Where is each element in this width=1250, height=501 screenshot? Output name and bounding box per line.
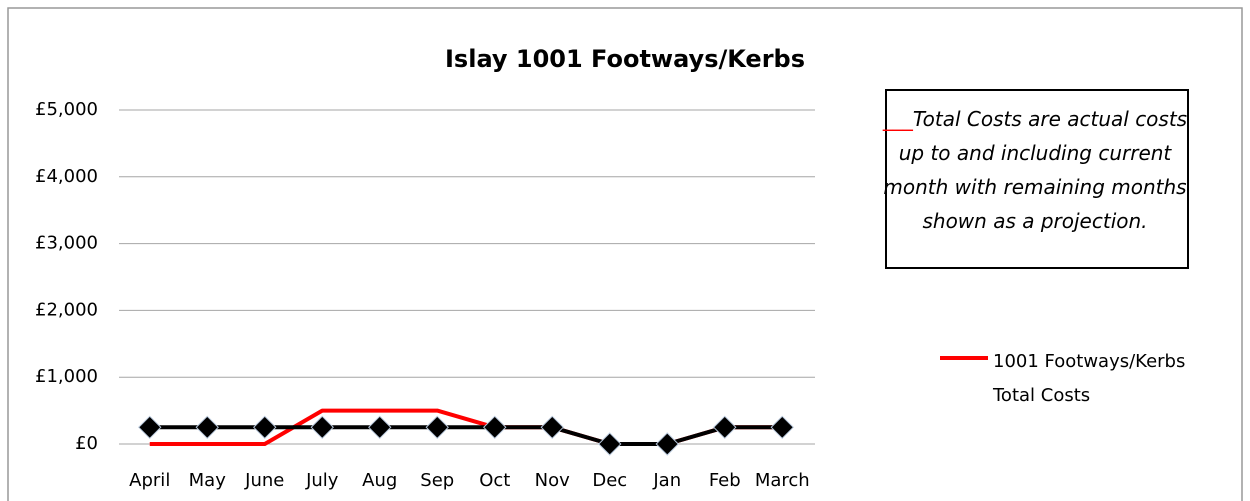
marker: [253, 415, 277, 440]
x-tick-label: Aug: [362, 470, 397, 491]
marker: [425, 415, 449, 440]
marker: [713, 415, 737, 440]
y-tick-label: £5,000: [35, 99, 98, 120]
marker: [655, 432, 679, 456]
x-tick-label: Dec: [592, 470, 627, 491]
y-tick-label: £4,000: [35, 166, 98, 187]
annotation-text: Total Costs are actual costs up to and i…: [883, 107, 1188, 233]
y-tick-label: £0: [75, 433, 98, 454]
y-tick-label: £2,000: [35, 299, 98, 320]
marker: [483, 415, 507, 440]
annotation-box: [885, 89, 1189, 269]
x-tick-label: June: [244, 470, 284, 491]
x-tick-label: May: [189, 470, 227, 491]
x-tick-label: Oct: [479, 470, 510, 491]
y-tick-label: £1,000: [35, 366, 98, 387]
annotation-marker: ___: [882, 107, 913, 131]
chart-title: Islay 1001 Footways/Kerbs: [445, 45, 805, 73]
marker: [368, 415, 392, 440]
marker: [598, 432, 622, 456]
x-tick-label: Jan: [652, 470, 681, 491]
x-tick-label: Feb: [709, 470, 741, 491]
marker: [770, 415, 794, 440]
x-tick-label: April: [129, 470, 170, 491]
marker: [138, 415, 162, 440]
marker: [310, 415, 334, 440]
x-tick-label: March: [755, 470, 810, 491]
marker: [540, 415, 564, 440]
legend-label: 1001 Footways/Kerbs Total Costs: [993, 351, 1186, 406]
x-tick-label: Sep: [420, 470, 454, 491]
x-tick-label: July: [305, 470, 339, 491]
marker: [195, 415, 219, 440]
x-tick-label: Nov: [535, 470, 570, 491]
annotation: ___Total Costs are actual costs up to an…: [880, 102, 1190, 238]
y-tick-label: £3,000: [35, 233, 98, 254]
